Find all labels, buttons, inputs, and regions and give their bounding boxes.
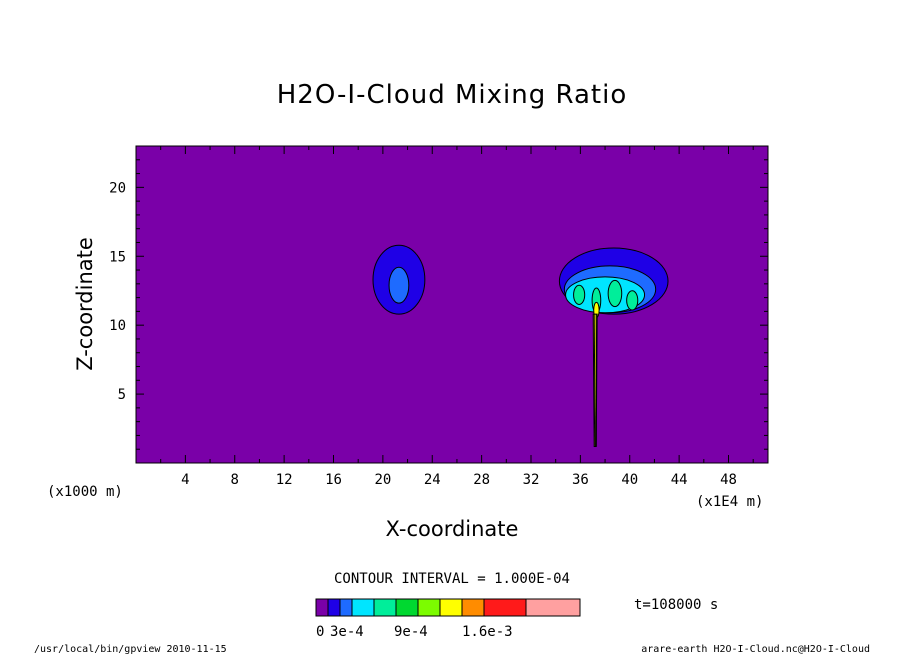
right-anvil-contour-5 bbox=[607, 279, 623, 308]
colorbar-label: 3e-4 bbox=[330, 624, 364, 640]
x-tick-label: 48 bbox=[720, 472, 737, 488]
colorbar-label: 9e-4 bbox=[394, 624, 428, 640]
colorbar-label: 0 bbox=[316, 624, 324, 640]
x-tick-label: 40 bbox=[621, 472, 638, 488]
footer-right: arare-earth_H2O-I-Cloud.nc@H2O-I-Cloud bbox=[641, 644, 870, 654]
x-tick-label: 16 bbox=[325, 472, 342, 488]
footer-left: /usr/local/bin/gpview 2010-11-15 bbox=[34, 644, 227, 654]
x-tick-label: 20 bbox=[374, 472, 391, 488]
colorbar-swatch bbox=[395, 598, 419, 617]
y-tick-label: 15 bbox=[109, 249, 126, 265]
colorbar-swatch bbox=[525, 598, 581, 617]
x-tick-label: 36 bbox=[572, 472, 589, 488]
x-tick-label: 28 bbox=[473, 472, 490, 488]
x-tick-label: 8 bbox=[231, 472, 239, 488]
time-label: t=108000 s bbox=[634, 597, 718, 613]
colorbar-labels: 0 3e-4 9e-4 1.6e-3 bbox=[316, 624, 513, 640]
plot-frame bbox=[135, 145, 769, 464]
x-unit-right: (x1E4 m) bbox=[696, 494, 763, 510]
x-tick-label: 24 bbox=[424, 472, 441, 488]
colorbar-swatch bbox=[373, 598, 397, 617]
y-tick-label: 20 bbox=[109, 180, 126, 196]
colorbar-swatch bbox=[417, 598, 441, 617]
right-anvil-contour-3 bbox=[573, 284, 586, 305]
contour-interval: CONTOUR INTERVAL = 1.000E-04 bbox=[334, 571, 570, 587]
right-anvil-contour-2 bbox=[565, 276, 646, 314]
chart-title: H2O-I-Cloud Mixing Ratio bbox=[277, 80, 628, 110]
colorbar bbox=[315, 598, 581, 617]
colorbar-swatch bbox=[339, 598, 353, 617]
x-tick-label: 44 bbox=[671, 472, 688, 488]
x-unit-left: (x1000 m) bbox=[47, 484, 123, 500]
x-tick-label: 4 bbox=[181, 472, 189, 488]
y-axis-label: Z-coordinate bbox=[73, 237, 97, 371]
colorbar-swatch bbox=[461, 598, 485, 617]
y-tick-label: 5 bbox=[118, 387, 126, 403]
left-cell-contour-1 bbox=[388, 266, 410, 304]
colorbar-swatch bbox=[315, 598, 329, 617]
colorbar-swatch bbox=[439, 598, 463, 617]
x-tick-label: 12 bbox=[276, 472, 293, 488]
right-anvil-contour-6 bbox=[626, 290, 639, 311]
plot-area bbox=[135, 145, 769, 464]
x-axis-label: X-coordinate bbox=[386, 517, 519, 541]
colorbar-label: 1.6e-3 bbox=[462, 624, 513, 640]
x-tick-label: 32 bbox=[523, 472, 540, 488]
colorbar-swatch bbox=[483, 598, 527, 617]
plot-background bbox=[136, 146, 768, 463]
colorbar-swatch bbox=[327, 598, 341, 617]
colorbar-swatch bbox=[351, 598, 375, 617]
updraft-contour-a bbox=[593, 314, 596, 447]
y-tick-label: 10 bbox=[109, 318, 126, 334]
